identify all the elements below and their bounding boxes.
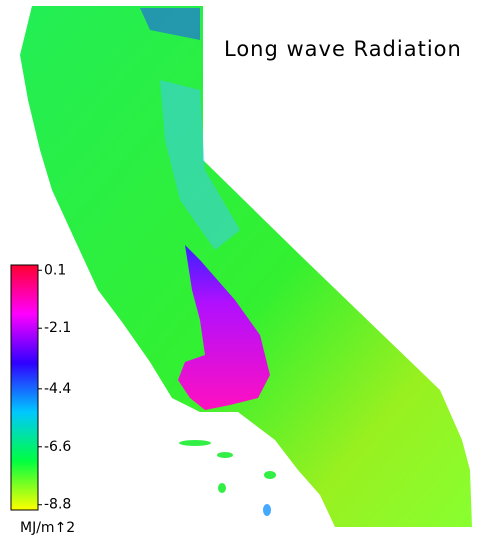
colorbar: 0.1 -2.1 -4.4 -6.6 -8.8 — [10, 262, 71, 513]
northern-cold-patch — [140, 8, 200, 40]
colorbar-tick-label: -8.8 — [44, 497, 71, 513]
colorbar-tick-label: -6.6 — [44, 439, 71, 455]
colorbar-unit: MJ/m↑2 — [20, 520, 75, 536]
colorbar-gradient — [10, 264, 39, 511]
colorbar-tick-label: -2.1 — [44, 320, 71, 336]
valley-hotspot — [178, 245, 270, 410]
sierra-patch — [160, 80, 240, 250]
islands — [179, 440, 276, 516]
colorbar-tick-label: 0.1 — [44, 262, 66, 278]
map-title: Long wave Radiation — [224, 37, 462, 61]
california — [20, 6, 472, 527]
colorbar-tick-label: -4.4 — [44, 381, 71, 397]
